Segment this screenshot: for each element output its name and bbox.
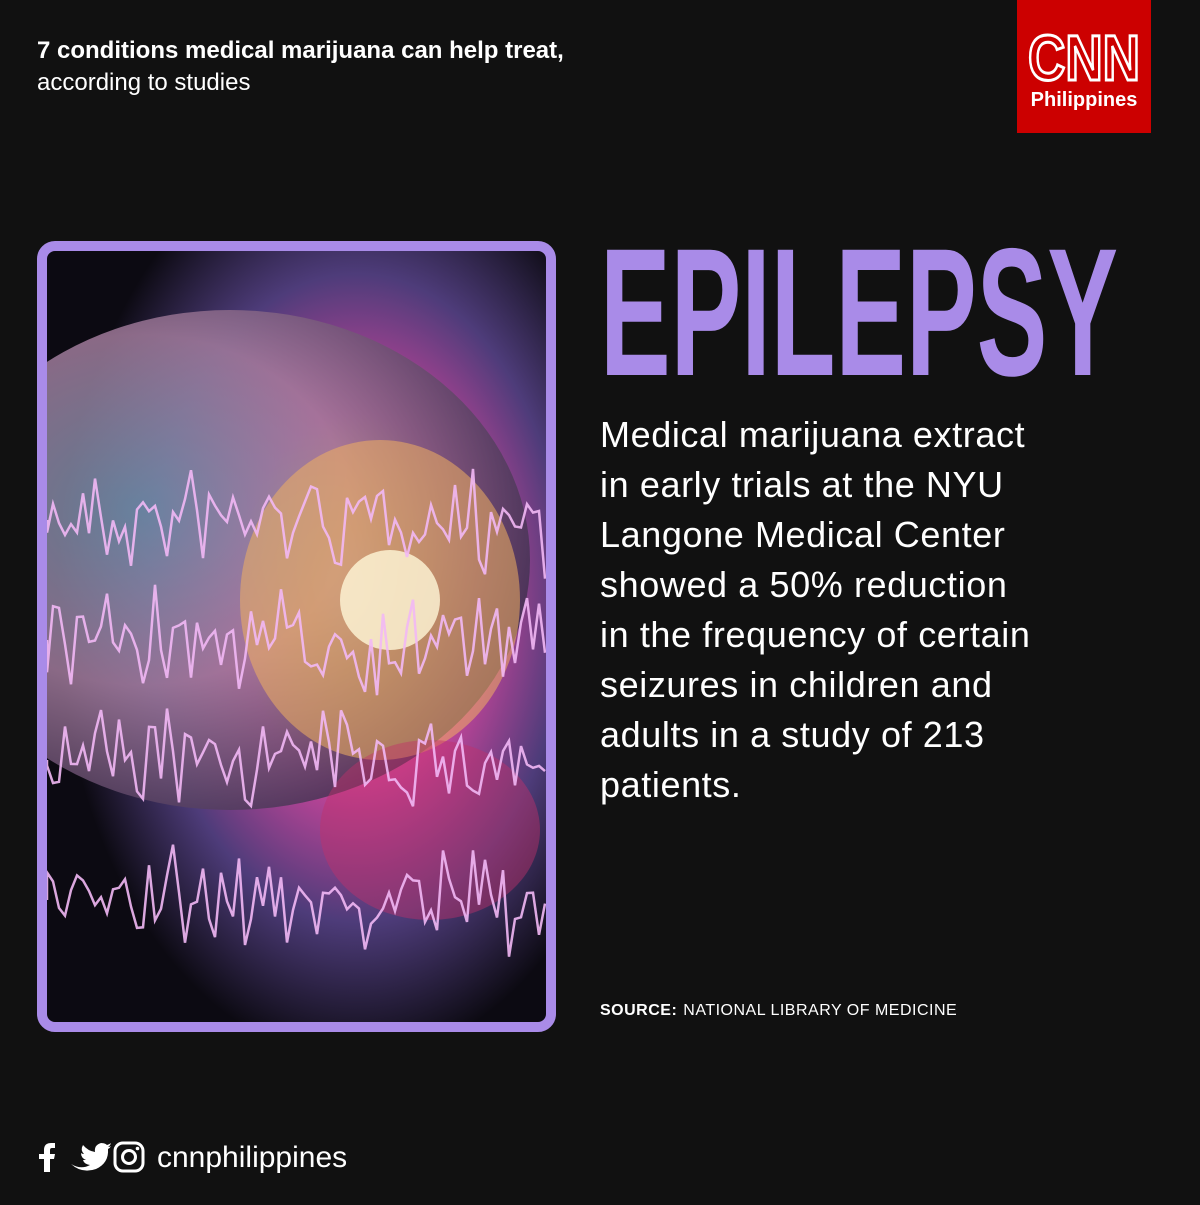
body-line: Langone Medical Center [600, 514, 1005, 555]
body-line: patients. [600, 764, 742, 805]
heading: EPILEPSY [600, 210, 1118, 414]
body-text: Medical marijuana extract in early trials… [600, 414, 1030, 805]
eeg-wave [47, 844, 546, 957]
body-line: in early trials at the NYU [600, 464, 1004, 505]
eeg-wave [47, 468, 546, 579]
brain-hotspot [340, 550, 440, 650]
footer-handle: cnnphilippines [157, 1141, 347, 1174]
facebook-icon [39, 1143, 55, 1172]
logo-region: Philippines [1031, 89, 1138, 111]
body-line: seizures in children and [600, 664, 993, 705]
eeg-wave [47, 584, 546, 696]
body-line: Medical marijuana extract [600, 414, 1025, 455]
logo-brand: CNN [1028, 22, 1140, 94]
eeg-wave [47, 708, 546, 809]
body-line: showed a 50% reduction [600, 564, 1007, 605]
instagram-dot [135, 1146, 140, 1151]
source-label: SOURCE: [600, 1002, 677, 1019]
image-frame [37, 241, 556, 1032]
instagram-icon [113, 1141, 145, 1173]
source-line: SOURCE: NATIONAL LIBRARY OF MEDICINE [600, 1002, 957, 1019]
body-line: adults in a study of 213 [600, 714, 985, 755]
source-text: NATIONAL LIBRARY OF MEDICINE [683, 1002, 957, 1019]
logo-box [1017, 0, 1151, 133]
instagram-lens [121, 1149, 137, 1165]
header-title: 7 conditions medical marijuana can help … [37, 37, 564, 64]
twitter-icon [71, 1143, 111, 1171]
header-subtitle: according to studies [37, 69, 250, 96]
brain-image [47, 251, 546, 1022]
eeg-waves [47, 468, 546, 957]
brain-stem-glow [320, 740, 540, 920]
social-icons [39, 1141, 145, 1173]
body-line: in the frequency of certain [600, 614, 1030, 655]
